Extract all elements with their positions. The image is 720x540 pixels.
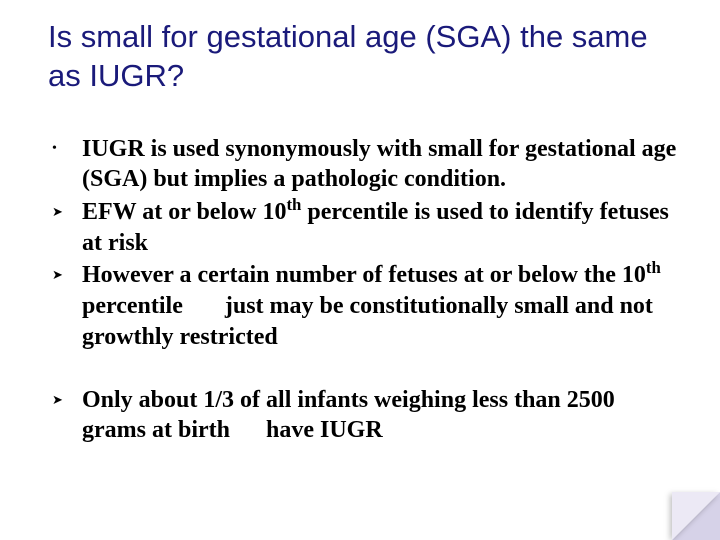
- slide: Is small for gestational age (SGA) the s…: [0, 0, 720, 540]
- bullet-text: However a certain number of fetuses at o…: [82, 260, 680, 352]
- bullet-arrow-icon: ➤: [48, 385, 82, 415]
- list-item: ➤ Only about 1/3 of all infants weighing…: [48, 385, 680, 446]
- bullet-text: Only about 1/3 of all infants weighing l…: [82, 385, 680, 446]
- body-block-2: ➤ Only about 1/3 of all infants weighing…: [48, 385, 680, 446]
- bullet-text: EFW at or below 10th percentile is used …: [82, 197, 680, 258]
- page-curl-icon: [672, 492, 720, 540]
- list-item: ➤ EFW at or below 10th percentile is use…: [48, 197, 680, 258]
- bullet-text: IUGR is used synonymously with small for…: [82, 134, 680, 195]
- bullet-arrow-icon: ➤: [48, 197, 82, 227]
- list-item: ➤ However a certain number of fetuses at…: [48, 260, 680, 352]
- body-block-1: • IUGR is used synonymously with small f…: [48, 134, 680, 353]
- list-item: • IUGR is used synonymously with small f…: [48, 134, 680, 195]
- slide-title: Is small for gestational age (SGA) the s…: [48, 18, 680, 96]
- bullet-dot-icon: •: [48, 134, 82, 164]
- bullet-arrow-icon: ➤: [48, 260, 82, 290]
- spacer: [48, 355, 680, 385]
